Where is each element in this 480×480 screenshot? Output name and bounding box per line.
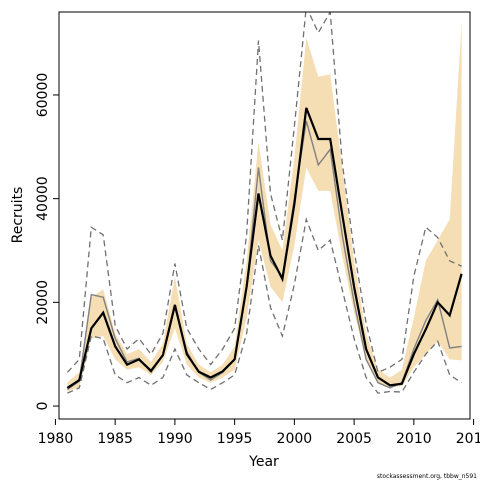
confidence-band: [67, 22, 462, 392]
x-tick-label: 1980: [38, 431, 74, 447]
source-credit: stockassessment.org, tbbw_n591: [377, 473, 477, 480]
x-tick-label: 1995: [217, 431, 253, 447]
y-tick-label: 60000: [35, 73, 51, 118]
x-tick-label: 2010: [396, 431, 432, 447]
x-axis: 1980 1985 1990 1995 2000 2005 2010 2015: [38, 419, 480, 447]
x-tick-label: 1985: [97, 431, 133, 447]
series-lines: [66, 12, 463, 394]
y-tick-label: 20000: [35, 280, 51, 325]
plot-frame: [58, 11, 471, 420]
x-tick-label: 2015: [456, 431, 480, 447]
x-axis-title: Year: [248, 454, 279, 470]
dashed-bound-line-3: [66, 12, 462, 374]
y-axis: 0 20000 40000 60000: [35, 73, 59, 411]
y-axis-title: Recruits: [10, 187, 26, 244]
estimate-line: [66, 107, 463, 389]
x-tick-label: 2005: [336, 431, 372, 447]
y-tick-label: 40000: [35, 176, 51, 221]
y-tick-label: 0: [35, 402, 51, 411]
confidence-band-area: [67, 22, 462, 392]
x-tick-label: 1990: [157, 431, 193, 447]
x-tick-label: 2000: [277, 431, 313, 447]
dashed-bound-line-4: [67, 217, 462, 394]
